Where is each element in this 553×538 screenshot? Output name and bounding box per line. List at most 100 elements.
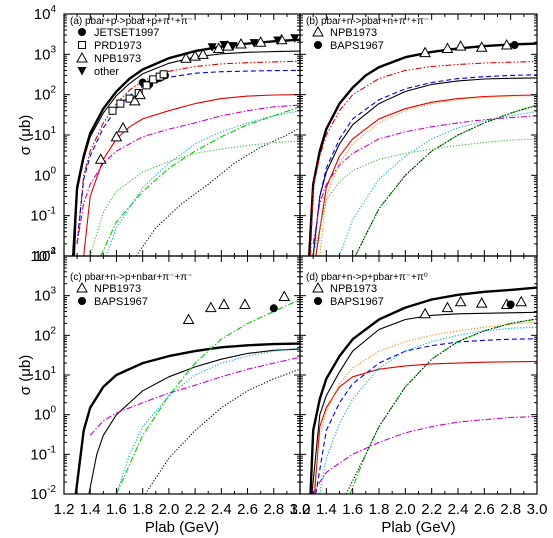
legend-label: NPB1973: [330, 27, 377, 39]
data-point: [475, 41, 488, 52]
curve-4: [144, 368, 300, 494]
data-point: [441, 42, 454, 53]
data-points: [419, 295, 528, 319]
data-point: [197, 48, 209, 59]
data-point: [207, 43, 217, 52]
panel-c: 10-2 10-1 100 101 102 103 104 1.2 1.4 1.6 1.8 2.0 2.…: [30, 246, 310, 518]
curve-7: [338, 111, 537, 256]
y-tick-label: 103: [34, 286, 57, 305]
curve-8: [354, 104, 537, 256]
x-tick-label: 2.0: [395, 501, 416, 518]
data-point: [149, 75, 158, 84]
x-tick-label: 2.2: [421, 501, 442, 518]
legend-label: NPB1973: [94, 283, 141, 295]
legend-marker: [78, 297, 86, 305]
data-point: [228, 42, 238, 51]
x-tick-label: 2.6: [474, 501, 495, 518]
data-point: [182, 313, 195, 325]
curve-7: [319, 326, 537, 494]
curve-7: [105, 110, 300, 256]
data-point: [134, 88, 146, 100]
curve-3: [89, 356, 300, 436]
curve-3: [312, 74, 537, 256]
curve-5: [312, 415, 537, 494]
y-tick-label: 104: [34, 246, 57, 265]
curve-9: [319, 95, 537, 256]
curve-10: [312, 138, 537, 256]
data-point: [108, 106, 117, 115]
data-point: [500, 39, 513, 50]
x-tick-label: 1.2: [290, 501, 311, 518]
data-point: [249, 39, 259, 48]
legend-label: NPB1973: [330, 283, 377, 295]
y-tick-label: 10-1: [30, 206, 56, 225]
y-tick-label: 102: [34, 85, 57, 104]
legend-marker: [312, 281, 324, 293]
data-point: [515, 295, 528, 307]
y-tick-label: 10-2: [30, 246, 56, 265]
y-tick-label: 101: [34, 125, 57, 144]
x-tick-label: 1.8: [369, 501, 390, 518]
curve-0: [309, 286, 537, 494]
data-point: [269, 304, 278, 313]
curve-5: [312, 115, 537, 244]
legend-marker: [78, 41, 86, 49]
legend-marker: [76, 281, 88, 293]
x-tick-label: 2.8: [500, 501, 521, 518]
data-point: [254, 36, 267, 47]
data-point: [235, 38, 247, 49]
panel-title: (c) pbar+n->p+nbar+π⁻+π⁻: [70, 272, 192, 283]
data-point: [454, 295, 467, 307]
legend-label: other: [94, 66, 119, 78]
legend-marker: [78, 28, 86, 36]
data-point: [510, 41, 519, 50]
legend-label: BAPS1967: [330, 296, 384, 308]
y-tick-label: 103: [34, 44, 57, 63]
legend-label: BAPS1967: [94, 296, 148, 308]
curve-8: [135, 127, 300, 256]
curves: [308, 42, 537, 256]
legend-marker: [312, 25, 324, 37]
curve-2: [76, 60, 300, 244]
curve-3: [313, 360, 537, 494]
curve-0: [74, 342, 300, 494]
curve-2: [309, 61, 537, 256]
curve-8: [345, 318, 537, 494]
data-point: [454, 40, 467, 51]
y-tick-label: 102: [34, 325, 57, 344]
data-points: [94, 33, 300, 164]
y-tick-label: 100: [34, 165, 57, 184]
y-axis-title: σ (μb): [17, 355, 34, 395]
panel-a: 10-2 10-1 100 101 102 103 104 (a) pbar+p->pbar+…: [30, 4, 301, 265]
panel-title: (a) pbar+p->pbar+p+π⁺+π⁻: [70, 16, 193, 27]
x-axis-title: Plab (GeV): [381, 519, 455, 536]
curve-5: [115, 347, 300, 494]
curves: [74, 298, 300, 494]
curve-6: [354, 104, 537, 256]
legend-label: JETSET1997: [94, 27, 159, 39]
curve-4: [315, 94, 537, 256]
data-point: [441, 301, 454, 313]
legend-marker: [77, 67, 87, 76]
data-point: [419, 46, 431, 58]
data-point: [116, 99, 125, 108]
panel-d: 1.2 1.4 1.6 1.8 2.0 2.2 2.4 2.6 2.8 3.0 (d) pbar+n…: [290, 255, 547, 518]
data-point: [219, 41, 229, 50]
x-tick-label: 3.0: [290, 501, 311, 518]
data-points: [182, 290, 291, 325]
x-tick-label: 1.6: [106, 501, 127, 518]
data-point: [159, 70, 168, 79]
data-point: [273, 36, 283, 46]
curve-2: [115, 298, 300, 494]
legend-marker: [314, 41, 322, 49]
x-tick-label: 1.6: [342, 501, 363, 518]
x-tick-label: 2.0: [158, 501, 179, 518]
data-point: [506, 300, 515, 309]
panel-title: (b) pbar+n->pbar+n+π⁺+π⁻: [306, 16, 429, 27]
data-point: [278, 290, 291, 302]
data-point: [204, 301, 217, 313]
x-tick-label: 2.4: [211, 501, 232, 518]
x-tick-label: 1.8: [132, 501, 153, 518]
